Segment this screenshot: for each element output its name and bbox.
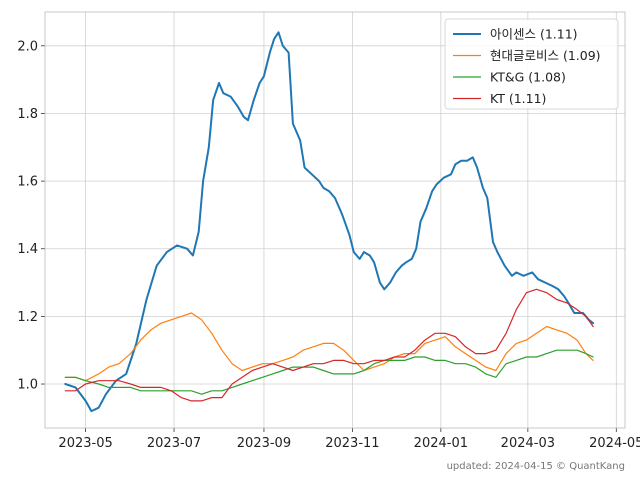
x-tick-label: 2023-11 <box>325 436 379 451</box>
footer-note: updated: 2024-04-15 © QuantKang <box>446 461 625 472</box>
x-tick-label: 2023-05 <box>58 436 112 451</box>
x-tick-label: 2024-01 <box>414 436 468 451</box>
y-tick-label: 1.0 <box>17 378 38 393</box>
series-lines <box>64 31 595 413</box>
legend-label: 현대글로비스 (1.09) <box>490 48 601 63</box>
y-tick-label: 1.6 <box>17 175 38 190</box>
x-tick-label: 2024-03 <box>501 436 555 451</box>
y-tick-label: 1.4 <box>17 242 38 257</box>
y-tick-label: 1.8 <box>17 107 38 122</box>
legend-label: KT (1.11) <box>490 91 546 106</box>
series-line <box>64 349 594 395</box>
legend-label: 아이센스 (1.11) <box>490 27 578 42</box>
x-tick-label: 2023-09 <box>237 436 291 451</box>
series-line <box>64 288 594 402</box>
legend-box <box>444 18 619 110</box>
series-line <box>64 312 594 382</box>
x-tick-label: 2024-05 <box>589 436 640 451</box>
plot-frame <box>44 11 626 429</box>
legend: 아이센스 (1.11) 현대글로비스 (1.09) KT&G (1.08) KT (1… <box>444 18 619 110</box>
y-tick-label: 2.0 <box>17 39 38 54</box>
x-tick-label: 2023-07 <box>147 436 201 451</box>
y-tick-label: 1.2 <box>17 310 38 325</box>
legend-label: KT&G (1.08) <box>490 70 566 85</box>
axes: 1.0 1.2 1.4 1.6 1.8 2.0 2023-05 2023-07 2023-09 2… <box>17 11 640 451</box>
series-line <box>64 31 595 413</box>
